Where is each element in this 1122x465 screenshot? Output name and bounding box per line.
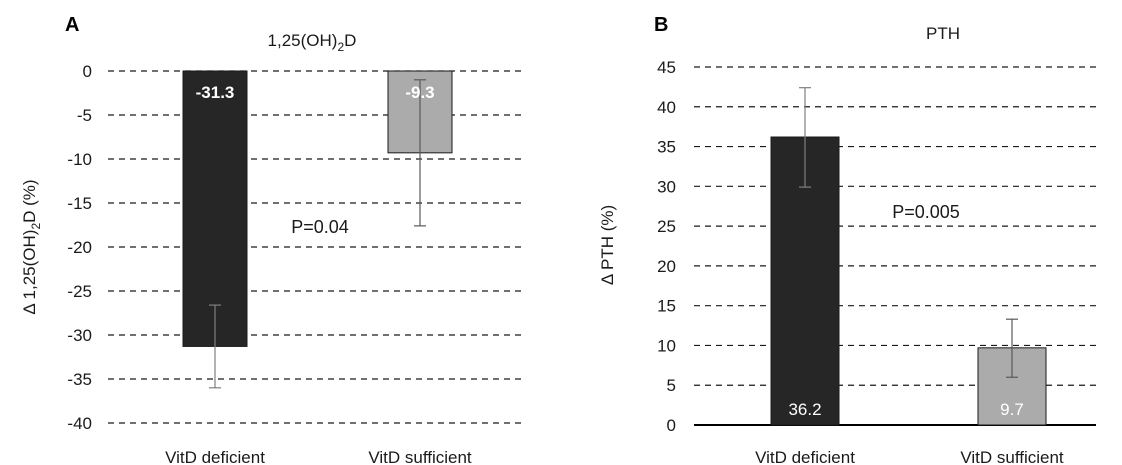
y-axis-label: Δ 1,25(OH)2D (%): [20, 179, 43, 314]
y-axis-label-end: D (%): [20, 179, 39, 222]
y-axis-label: Δ PTH (%): [598, 205, 617, 285]
y-tick-label: 0: [667, 416, 676, 435]
y-tick-label: 15: [657, 297, 676, 316]
chart-b: 0 5 10 15 20 25 30 35 40 45 36.2 VitD deficient 9.7 V…: [598, 14, 1096, 465]
x-category-label: VitD deficient: [165, 448, 265, 465]
y-tick-label: 5: [667, 376, 676, 395]
y-tick-label: -10: [67, 150, 92, 169]
panel-b: 0 5 10 15 20 25 30 35 40 45 36.2 VitD deficient 9.7 V…: [561, 0, 1122, 465]
y-tick-label: 30: [657, 177, 676, 196]
y-axis-label-subscript: 2: [29, 223, 43, 230]
data-label: 9.7: [1000, 400, 1024, 419]
y-tick-label: 25: [657, 217, 676, 236]
panel-letter: B: [654, 14, 668, 36]
y-tick-label: -5: [77, 106, 92, 125]
y-tick-label: -25: [67, 282, 92, 301]
chart-title: 1,25(OH)2D: [268, 31, 357, 54]
chart-title-main: PTH: [926, 24, 960, 43]
y-tick-label: 35: [657, 138, 676, 157]
chart-a: 0 -5 -10 -15 -20 -25 -30 -35 -40 -31.3 VitD defici…: [20, 14, 525, 465]
chart-title: PTH: [926, 24, 960, 43]
p-value-annotation: P=0.005: [892, 202, 960, 222]
y-tick-label: 40: [657, 98, 676, 117]
y-tick-label: 10: [657, 336, 676, 355]
data-label: 36.2: [788, 400, 821, 419]
chart-title-end: D: [344, 31, 356, 50]
panel-letter: A: [65, 14, 79, 36]
x-category-label: VitD deficient: [755, 448, 855, 465]
y-tick-label: -20: [67, 238, 92, 257]
chart-title-main: 1,25(OH): [268, 31, 338, 50]
data-label: -31.3: [196, 83, 235, 102]
panel-a: 0 -5 -10 -15 -20 -25 -30 -35 -40 -31.3 VitD defici…: [20, 14, 525, 465]
y-tick-label: 45: [657, 58, 676, 77]
y-tick-label: 0: [83, 62, 92, 81]
bar: [182, 70, 248, 347]
y-tick-label: -35: [67, 370, 92, 389]
y-tick-label: -30: [67, 326, 92, 345]
p-value-annotation: P=0.04: [291, 217, 349, 237]
x-category-label: VitD sufficient: [368, 448, 472, 465]
y-tick-label: -40: [67, 414, 92, 433]
x-category-label: VitD sufficient: [960, 448, 1064, 465]
y-tick-label: 20: [657, 257, 676, 276]
y-tick-label: -15: [67, 194, 92, 213]
y-axis-label-main: Δ PTH (%): [598, 205, 617, 285]
data-label: -9.3: [405, 83, 434, 102]
chart-title-subscript: 2: [337, 40, 344, 54]
y-axis-label-main: Δ 1,25(OH): [20, 230, 39, 315]
